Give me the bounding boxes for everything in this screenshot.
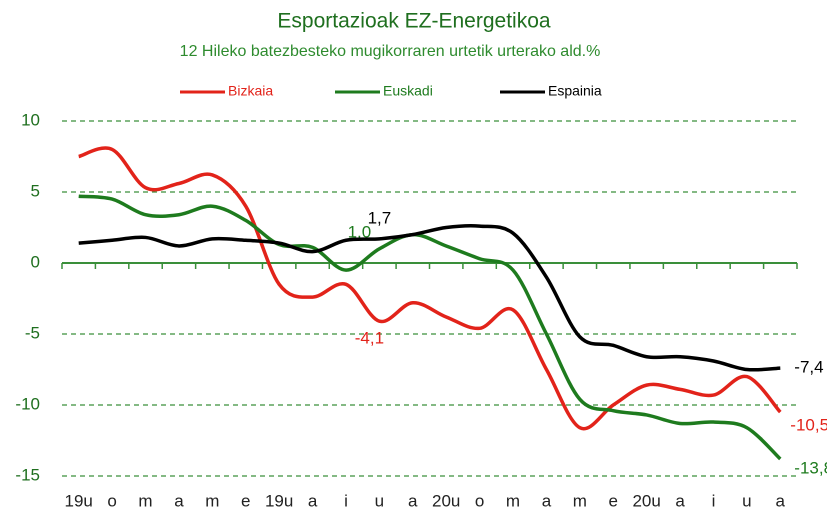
x-tick-label: a [776, 491, 786, 510]
y-tick-label: 0 [31, 252, 40, 271]
legend-label: Bizkaia [228, 83, 273, 99]
x-tick-label: a [174, 491, 184, 510]
x-tick-label: m [205, 491, 219, 510]
y-tick-label: -10 [15, 394, 40, 413]
chart-title: Esportazioak EZ-Energetikoa [277, 10, 550, 33]
y-tick-label: -15 [15, 465, 40, 484]
y-tick-label: 10 [21, 110, 40, 129]
y-tick-label: 5 [31, 181, 40, 200]
x-tick-label: a [542, 491, 552, 510]
data-label: -4,1 [355, 329, 384, 348]
data-label: -7,4 [794, 358, 823, 377]
x-tick-label: u [742, 491, 751, 510]
data-label: -13,8 [794, 458, 827, 477]
x-tick-label: u [375, 491, 384, 510]
data-label: -10,5 [790, 416, 827, 435]
y-tick-label: -5 [25, 323, 40, 342]
x-tick-label: m [573, 491, 587, 510]
x-tick-label: a [408, 491, 418, 510]
series-line [78, 223, 781, 372]
x-tick-label: m [506, 491, 520, 510]
x-tick-label: m [138, 491, 152, 510]
x-tick-label: i [344, 491, 348, 510]
x-tick-label: e [241, 491, 250, 510]
chart-subtitle: 12 Hileko batezbesteko mugikorraren urte… [180, 43, 601, 60]
x-tick-label: a [308, 491, 318, 510]
x-tick-label: a [675, 491, 685, 510]
legend-label: Espainia [548, 83, 602, 99]
x-tick-label: 19u [265, 491, 293, 510]
x-tick-label: o [475, 491, 484, 510]
x-tick-label: i [712, 491, 716, 510]
legend-label: Euskadi [383, 83, 433, 99]
data-label: 1,7 [368, 208, 392, 227]
x-tick-label: 19u [65, 491, 93, 510]
data-label: 1,0 [348, 222, 372, 241]
series-line [78, 194, 782, 461]
x-tick-label: o [107, 491, 116, 510]
x-tick-label: 20u [632, 491, 660, 510]
x-tick-label: 20u [432, 491, 460, 510]
series-line [78, 146, 782, 431]
x-tick-label: e [609, 491, 618, 510]
